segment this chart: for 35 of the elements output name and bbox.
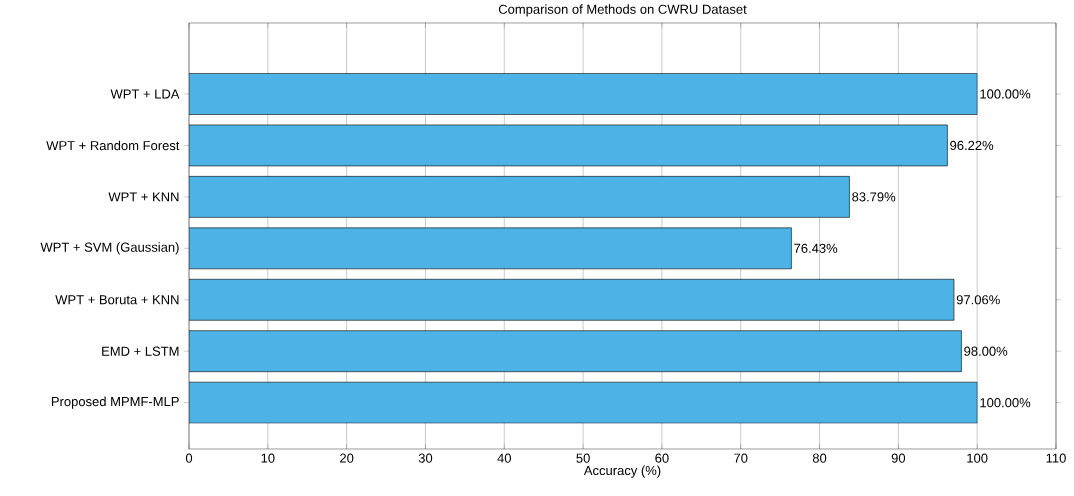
y-tick-label: WPT + KNN [108,192,179,202]
data-label: 100.00% [980,89,1031,99]
bar [189,73,978,115]
data-label: 96.22% [950,140,994,151]
bar [189,330,962,373]
data-label: 100.00% [980,398,1031,408]
y-tick-label: EMD + LSTM [102,346,179,356]
x-tick-label: 30 [418,453,433,463]
x-tick-label: 80 [812,453,827,463]
data-label: 97.06% [956,295,1000,305]
x-tick-label: 40 [497,453,511,463]
y-tick-label: WPT + LDA [110,89,180,99]
x-tick-label: 110 [1046,453,1066,463]
x-tick-label: 70 [734,453,748,463]
chart-title: Comparison of Methods on CWRU Dataset [498,4,747,17]
x-tick-label: 100 [967,453,988,463]
x-tick-label: 20 [340,453,354,463]
bar [189,176,850,218]
data-label: 76.43% [794,243,838,253]
x-tick-label: 0 [185,453,193,463]
x-tick-label: 60 [655,453,669,463]
y-tick-label: WPT + SVM (Gaussian) [40,242,179,255]
bar [189,278,955,321]
x-tick-label: 50 [576,453,590,463]
data-label: 83.79% [852,192,896,202]
bar [189,124,948,167]
x-tick-label: 90 [891,453,906,463]
bar [189,227,792,270]
data-label: 98.00% [964,346,1008,356]
y-tick-label: WPT + Random Forest [46,140,180,151]
x-tick-label: 10 [261,453,275,463]
x-axis-title: Accuracy (%) [583,465,661,478]
y-tick-label: WPT + Boruta + KNN [55,295,179,305]
y-tick-label: Proposed MPMF-MLP [51,396,179,409]
bar [189,381,978,424]
